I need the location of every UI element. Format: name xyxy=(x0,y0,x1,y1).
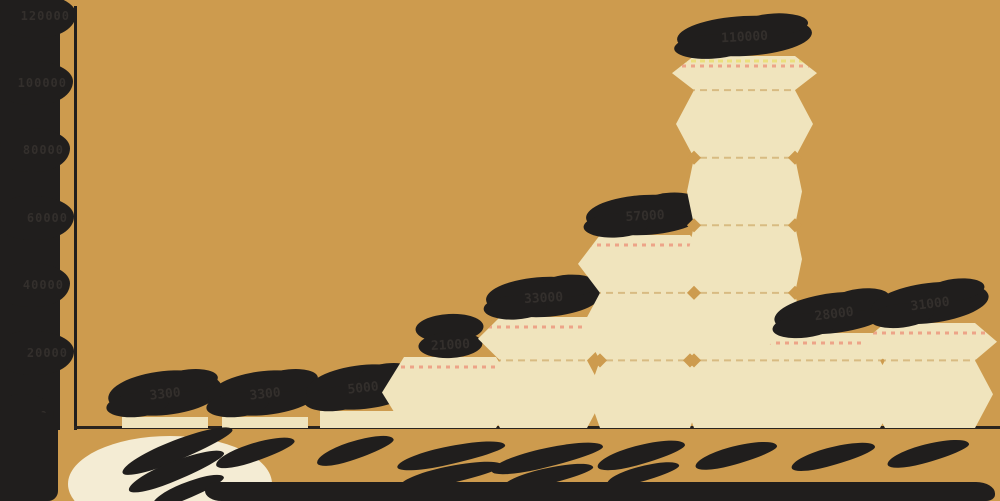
bar-value-label-redacted: 3300 xyxy=(106,369,222,418)
y-tick-label-redacted: 120000 xyxy=(0,0,76,38)
diamond-ornament xyxy=(686,150,702,165)
diamond-ornament xyxy=(686,285,702,300)
bar-value-text: 33000 xyxy=(524,290,564,307)
diamond-ornament xyxy=(787,218,803,233)
bar-value-label-redacted: 110000 xyxy=(674,13,812,59)
bar xyxy=(863,323,997,428)
bar-value-text: 31000 xyxy=(910,295,951,315)
diamond-ornament xyxy=(686,218,702,233)
bar-value-label-redacted: 21000 xyxy=(415,313,484,359)
y-tick-label-redacted: 80000 xyxy=(0,128,70,172)
corner-redaction xyxy=(0,412,58,501)
bar-value-label-redacted: 3300 xyxy=(206,369,322,418)
diamond-ornament xyxy=(787,150,803,165)
bar-value-text: 110000 xyxy=(721,29,769,46)
bar xyxy=(578,235,712,428)
diamond-ornament xyxy=(592,353,608,368)
bar xyxy=(122,417,208,428)
bar-value-text: 5000 xyxy=(347,379,380,397)
bar-value-label-redacted: 57000 xyxy=(583,192,704,238)
bar xyxy=(320,411,406,428)
bar xyxy=(766,333,902,428)
y-tick-label-redacted: 40000 xyxy=(0,263,70,307)
y-tick-label-redacted: 100000 xyxy=(0,61,73,105)
diamond-ornament xyxy=(686,353,702,368)
y-tick-label-redacted: 20000 xyxy=(0,331,74,375)
bar-value-text: 28000 xyxy=(814,305,855,325)
bar-value-text: 3300 xyxy=(249,385,282,403)
bar-value-label-redacted: 31000 xyxy=(869,278,989,329)
bar xyxy=(222,417,308,428)
bar-value-text: 57000 xyxy=(625,208,665,225)
bar xyxy=(478,317,609,428)
x-labels-redaction-band xyxy=(205,482,995,501)
y-tick-label-redacted: 60000 xyxy=(0,196,74,240)
bar xyxy=(382,357,518,428)
bar-value-label-redacted: 28000 xyxy=(772,288,894,339)
bar-value-text: 21000 xyxy=(431,337,471,354)
diamond-ornament xyxy=(787,285,803,300)
bar-value-text: 3300 xyxy=(149,385,182,403)
bar-value-label-redacted: 33000 xyxy=(483,274,601,320)
y-axis-line xyxy=(74,6,77,430)
